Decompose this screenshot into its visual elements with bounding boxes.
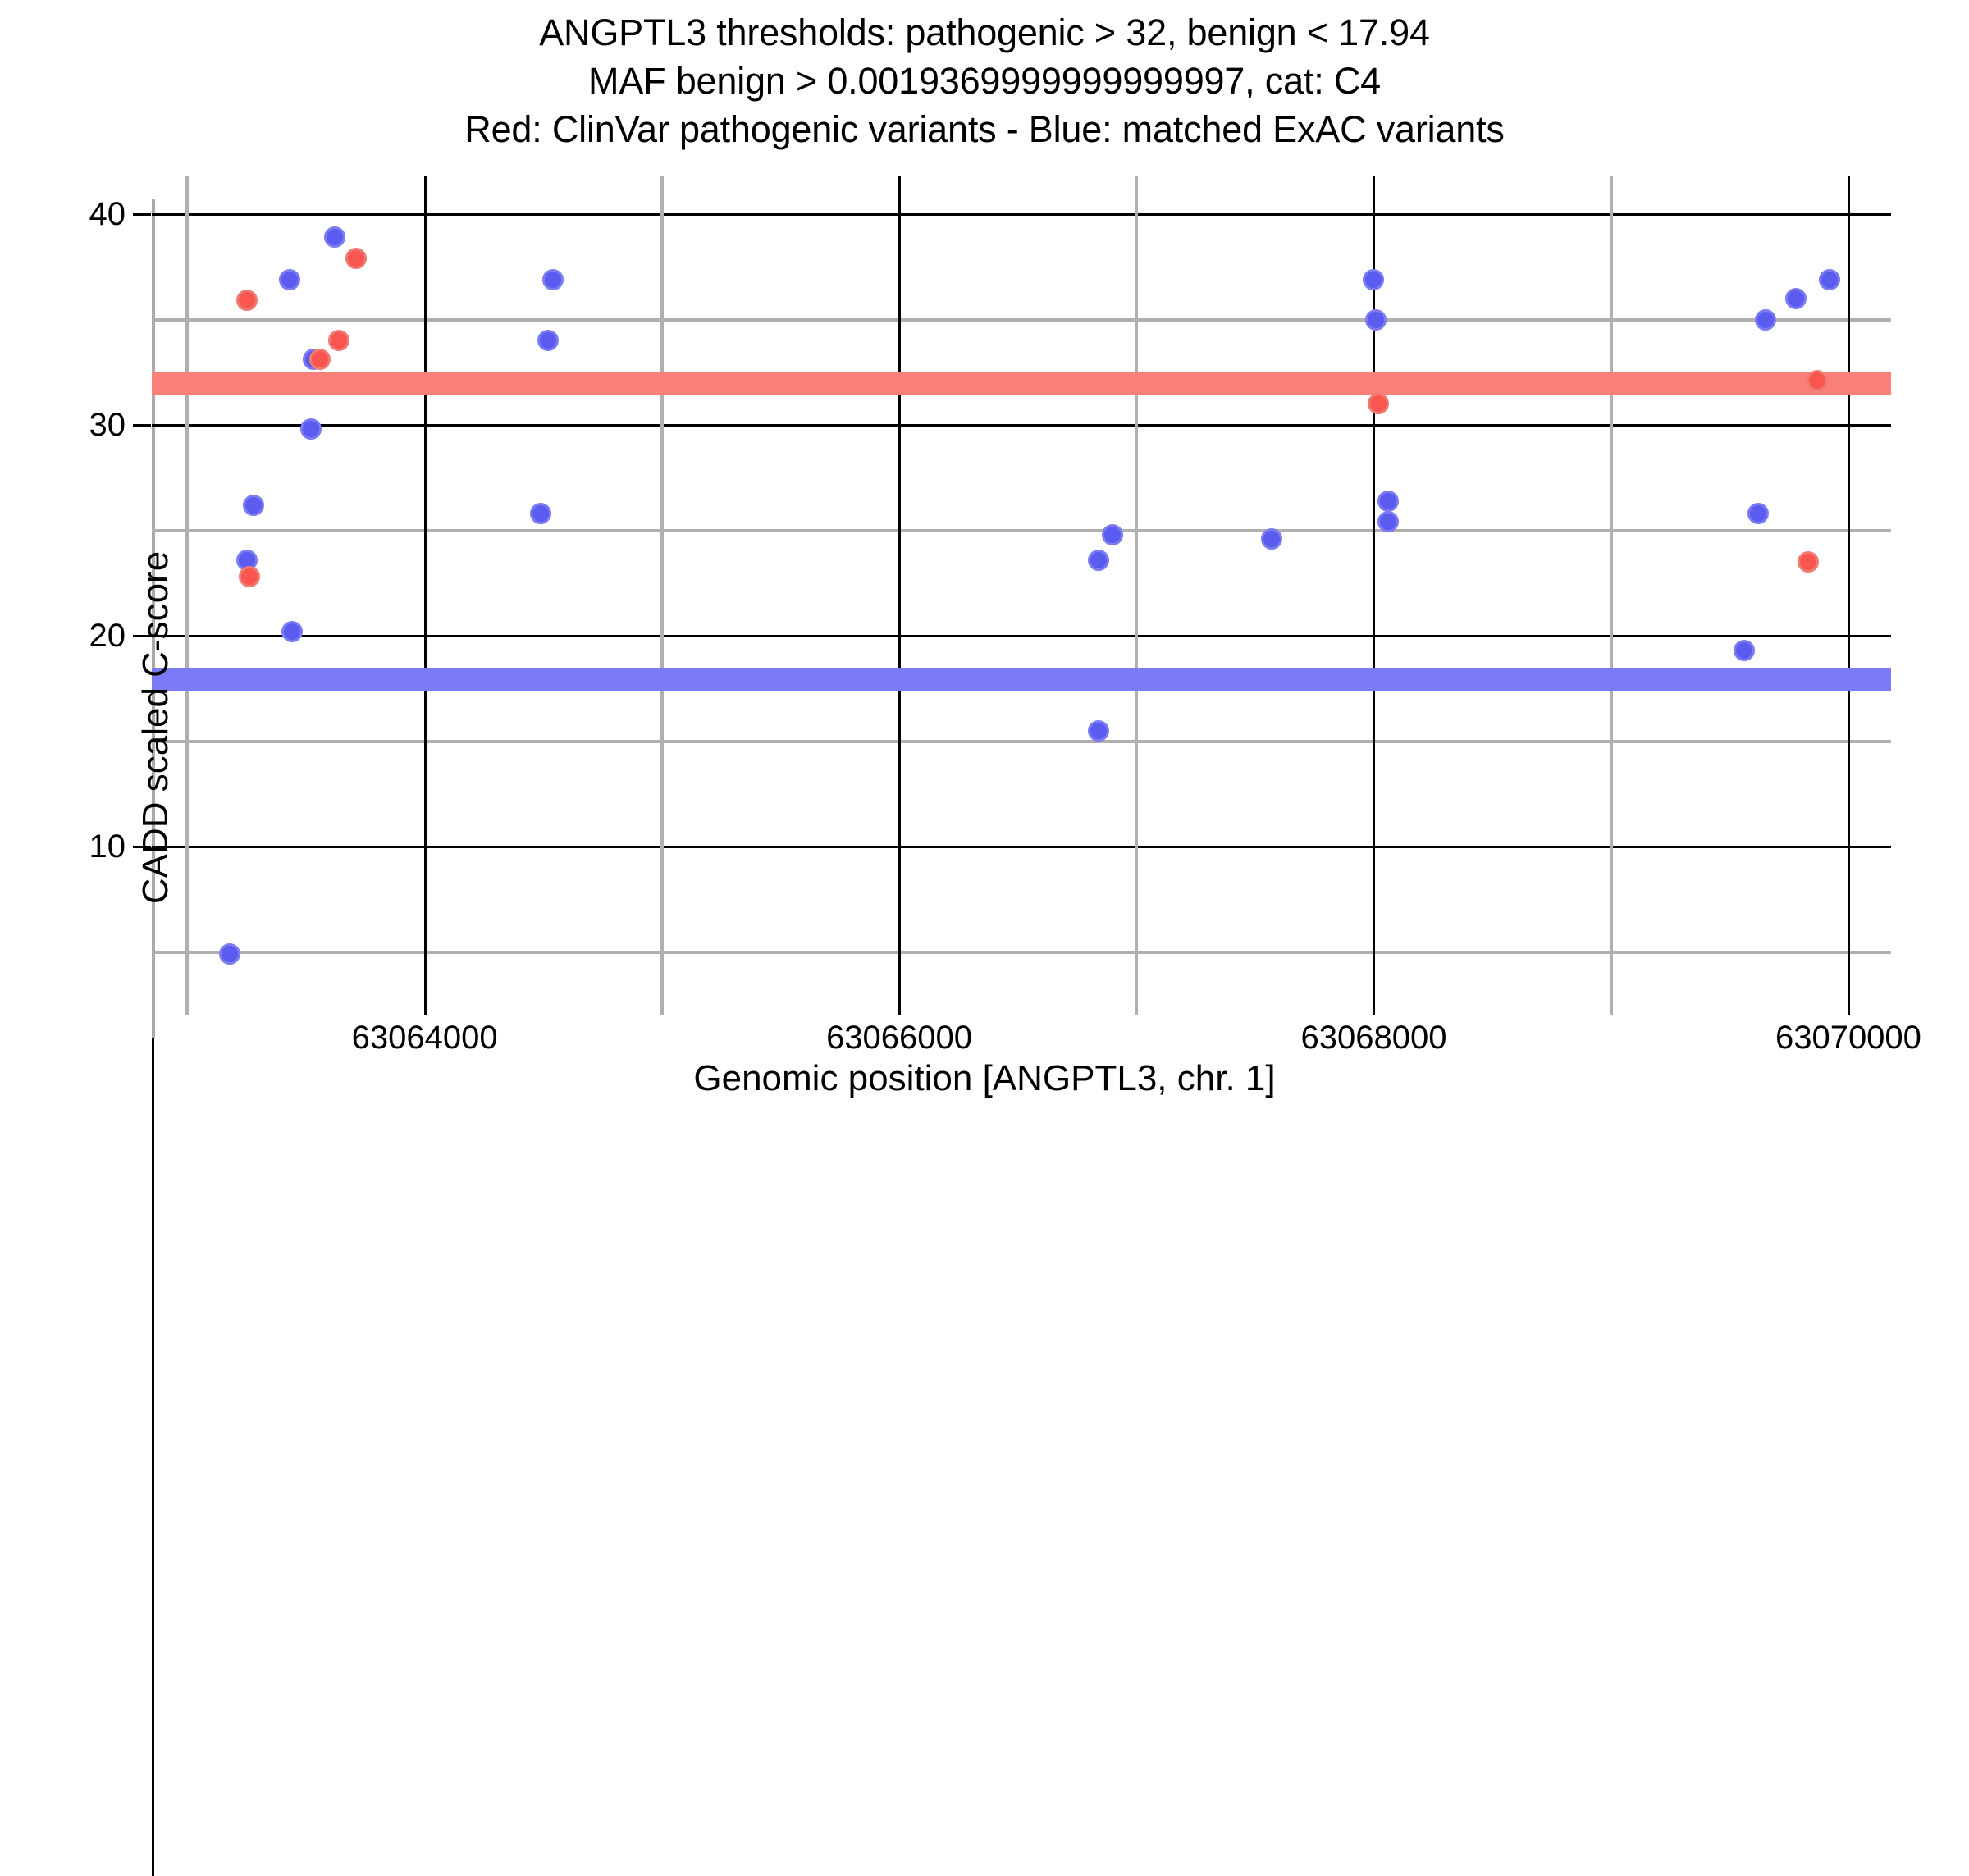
x-tick-label: 63070000 <box>1775 1020 1921 1056</box>
data-point-exac <box>299 418 322 440</box>
gridline-y-major <box>152 635 1891 638</box>
data-point-pathogenic <box>1368 393 1390 415</box>
data-point-exac <box>278 268 300 290</box>
gridline-x-major <box>423 176 427 1015</box>
data-point-exac <box>1818 268 1840 290</box>
chart-root: ANGPTL3 thresholds: pathogenic > 32, ben… <box>0 8 1969 1876</box>
gridline-y-minor <box>152 950 1891 954</box>
y-tick <box>133 212 151 216</box>
y-tick-label: 40 <box>89 196 126 232</box>
data-point-exac <box>1733 640 1755 662</box>
gridline-x-minor <box>185 176 190 1015</box>
threshold-band-pathogenic <box>152 371 1891 395</box>
x-tick-label: 63068000 <box>1300 1020 1447 1056</box>
data-point-exac <box>1261 527 1283 550</box>
y-tick-label: 20 <box>89 618 126 655</box>
gridline-y-major <box>152 424 1891 427</box>
gridline-y-major <box>152 846 1891 849</box>
data-point-exac <box>1377 511 1399 533</box>
gridline-x-major <box>898 176 902 1015</box>
data-point-exac <box>1087 549 1109 571</box>
gridline-x-major <box>1373 176 1376 1015</box>
x-tick <box>1847 990 1850 1011</box>
x-tick-label: 63064000 <box>351 1020 498 1056</box>
gridline-x-minor <box>1135 176 1139 1015</box>
y-tick <box>133 846 151 849</box>
x-tick <box>423 990 427 1011</box>
data-point-exac <box>1377 490 1399 512</box>
data-point-exac <box>537 330 559 352</box>
data-point-exac <box>1365 308 1387 331</box>
gridline-y-minor <box>152 317 1891 322</box>
y-axis-line <box>152 199 155 1038</box>
title-line-2: MAF benign > 0.0019369999999999997, cat:… <box>588 60 1381 102</box>
data-point-pathogenic <box>238 566 260 588</box>
x-axis-title: Genomic position [ANGPTL3, chr. 1] <box>693 1058 1276 1098</box>
data-point-exac <box>1754 308 1776 331</box>
data-point-pathogenic <box>1797 551 1819 573</box>
y-tick-label: 30 <box>89 407 126 444</box>
y-tick-label: 10 <box>89 828 126 865</box>
data-point-exac <box>1087 719 1109 742</box>
y-tick <box>133 424 151 427</box>
x-tick <box>898 990 902 1011</box>
data-point-pathogenic <box>1807 370 1829 392</box>
data-point-exac <box>1747 503 1770 525</box>
data-point-exac <box>323 226 345 249</box>
gridline-y-major <box>152 212 1891 216</box>
data-point-exac <box>530 503 552 525</box>
plot-area: 10 20 30 40 63064000 63066000 63068000 6307000… <box>89 176 1921 1876</box>
title-line-3: Red: ClinVar pathogenic variants - Blue:… <box>464 108 1505 150</box>
gridline-x-minor <box>660 176 664 1015</box>
gridline-y-minor <box>152 739 1891 743</box>
data-point-exac <box>281 620 303 642</box>
data-point-pathogenic <box>309 349 331 371</box>
threshold-band-benign <box>152 668 1891 692</box>
data-point-exac <box>541 268 564 290</box>
data-point-pathogenic <box>345 247 367 269</box>
gridline-x-minor <box>1609 176 1613 1015</box>
gridline-y-minor <box>152 528 1891 532</box>
x-tick-label: 63066000 <box>826 1020 973 1056</box>
title-line-1: ANGPTL3 thresholds: pathogenic > 32, ben… <box>539 11 1430 53</box>
data-point-pathogenic <box>235 290 258 312</box>
data-point-exac <box>1102 523 1124 545</box>
chart-title: ANGPTL3 thresholds: pathogenic > 32, ben… <box>0 8 1969 153</box>
data-point-exac <box>1363 268 1385 290</box>
data-point-pathogenic <box>328 330 350 352</box>
data-point-exac <box>243 494 265 516</box>
x-tick <box>1373 990 1376 1011</box>
data-point-exac <box>219 943 241 965</box>
y-tick <box>133 635 151 638</box>
data-point-exac <box>1785 287 1807 309</box>
gridline-x-major <box>1847 176 1850 1015</box>
